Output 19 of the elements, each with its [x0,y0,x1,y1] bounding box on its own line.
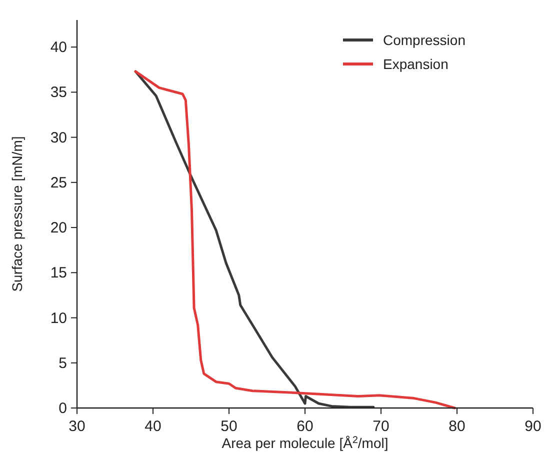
y-tick-label: 25 [50,174,67,192]
y-tick-label: 0 [58,400,67,417]
x-tick-label: 80 [448,418,466,435]
x-tick-label: 70 [372,418,390,435]
x-tick-label: 40 [144,418,162,435]
x-tick-label: 60 [296,418,314,435]
y-tick-label: 10 [50,310,67,327]
legend-label: Compression [383,32,466,48]
legend-label: Expansion [383,56,448,72]
x-tick-label: 50 [220,418,238,435]
y-tick-label: 5 [58,354,67,372]
y-tick-label: 30 [50,129,67,146]
y-tick-label: 40 [50,39,67,56]
x-tick-label: 90 [524,418,542,435]
y-tick-label: 15 [50,264,67,282]
y-tick-label: 35 [50,84,67,102]
x-axis-title: Area per molecule [Å$^{2}$/mol] [222,434,388,451]
y-tick-label: 20 [50,220,67,237]
y-axis-title: Surface pressure [mN/m] [9,136,25,292]
